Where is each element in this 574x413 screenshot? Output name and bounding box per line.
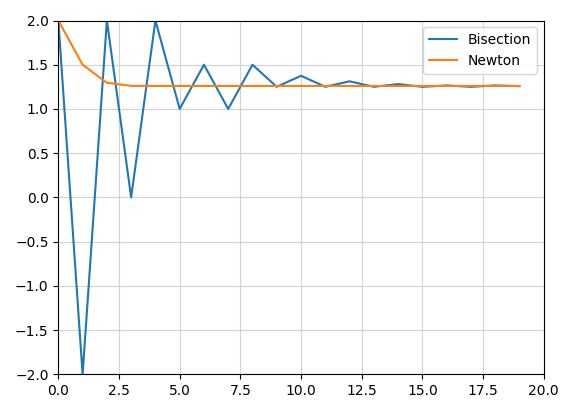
Bisection [200,62,207,67]
Newton [200,83,207,88]
Newton [176,83,183,88]
Bisection [55,18,62,23]
Newton [395,83,402,88]
Newton [152,83,159,88]
Bisection [395,82,402,87]
Bisection [103,18,110,23]
Bisection [346,79,353,84]
Bisection [249,62,256,67]
Bisection [127,195,134,200]
Line: Newton: Newton [59,21,519,86]
Newton [443,83,450,88]
Bisection [443,83,450,88]
Newton [127,83,134,88]
Newton [273,83,280,88]
Bisection [467,84,474,89]
Bisection [225,107,232,112]
Newton [103,80,110,85]
Newton [370,83,377,88]
Bisection [79,372,86,377]
Newton [346,83,353,88]
Bisection [176,107,183,112]
Bisection [273,84,280,89]
Bisection [419,84,426,89]
Newton [467,83,474,88]
Legend: Bisection, Newton: Bisection, Newton [424,27,537,74]
Newton [225,83,232,88]
Newton [297,83,304,88]
Bisection [492,83,499,88]
Newton [79,62,86,67]
Newton [419,83,426,88]
Bisection [152,18,159,23]
Newton [492,83,499,88]
Line: Bisection: Bisection [59,21,519,374]
Newton [55,18,62,23]
Bisection [322,84,329,89]
Bisection [297,73,304,78]
Newton [322,83,329,88]
Newton [249,83,256,88]
Bisection [516,84,523,89]
Newton [516,83,523,88]
Bisection [370,84,377,89]
